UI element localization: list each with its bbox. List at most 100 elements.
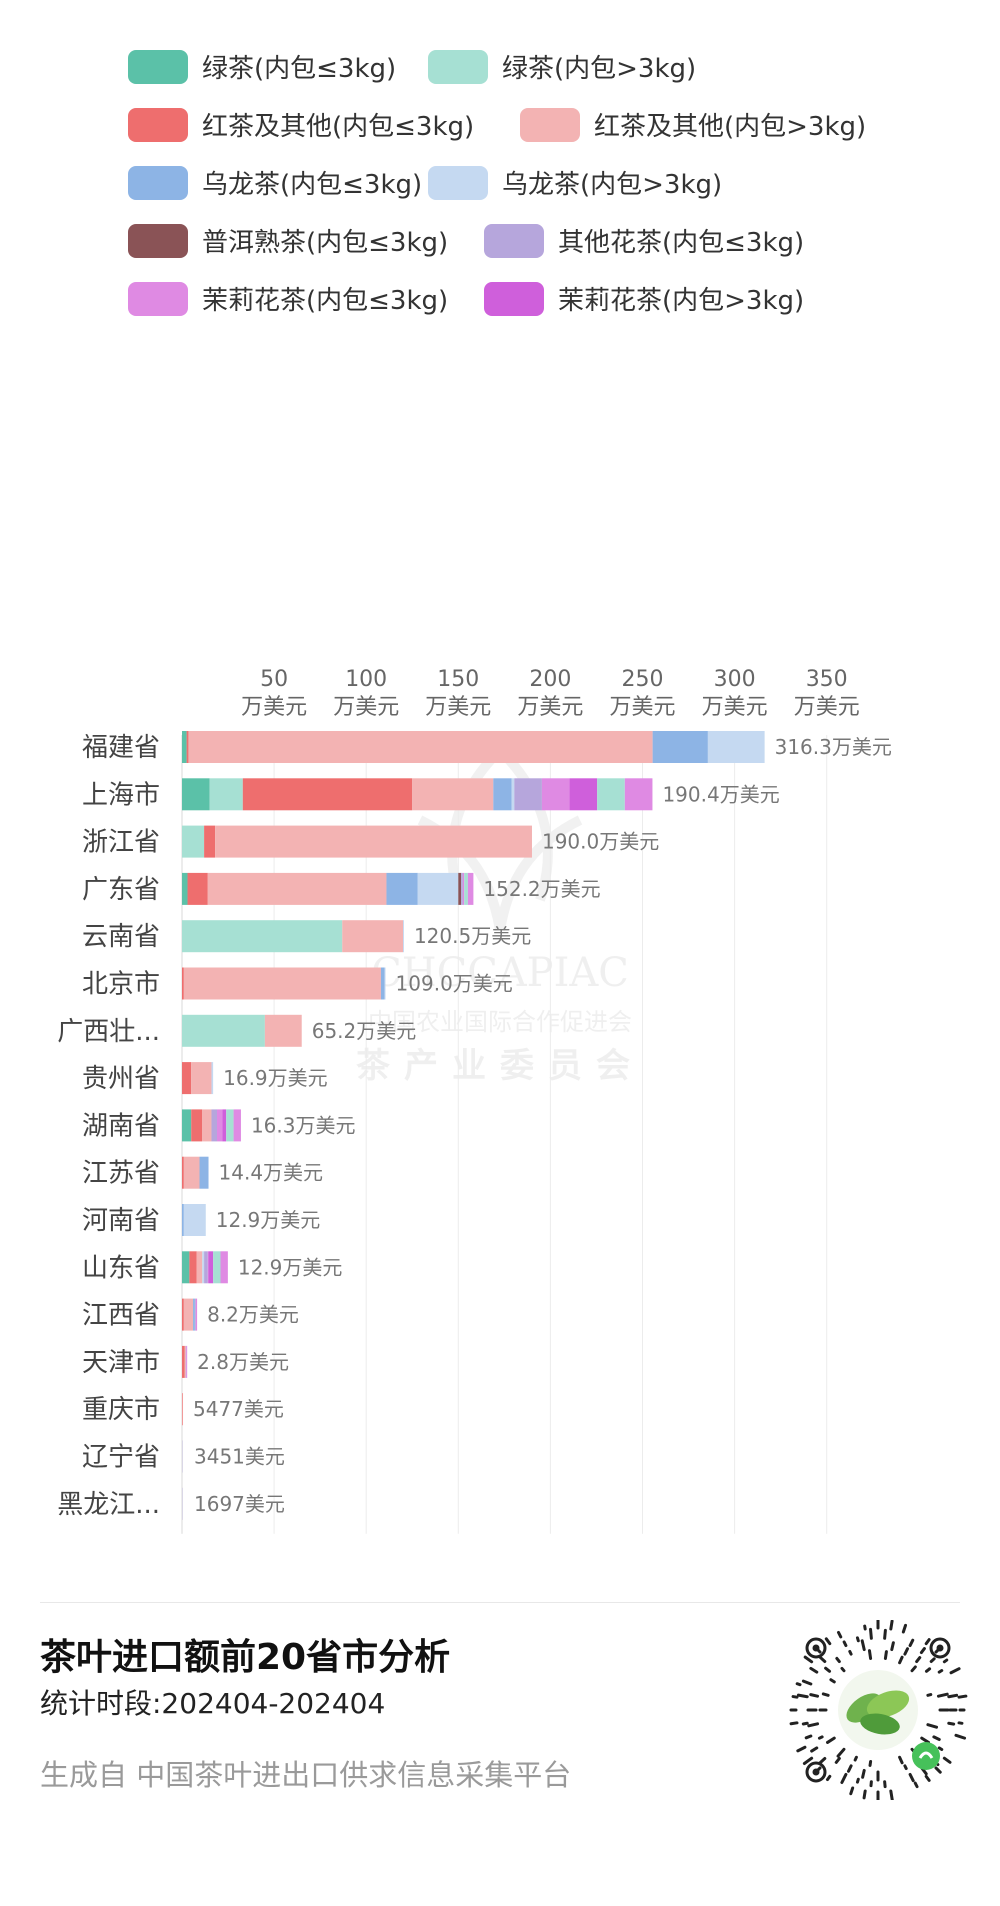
bar-segment bbox=[182, 920, 343, 953]
legend-label: 茉莉花茶(内包≤3kg) bbox=[202, 286, 449, 316]
bar-segment bbox=[417, 872, 459, 905]
bar-segment bbox=[196, 1251, 203, 1284]
bar-segment bbox=[412, 778, 494, 811]
bar-total-label: 1697美元 bbox=[194, 1492, 285, 1516]
category-label: 辽宁省 bbox=[82, 1443, 160, 1473]
bar-segment bbox=[403, 920, 404, 953]
legend-swatch bbox=[128, 165, 188, 200]
bar-segment bbox=[187, 872, 208, 905]
legend-item[interactable]: 普洱熟茶(内包≤3kg) bbox=[128, 222, 448, 259]
bar-segment bbox=[208, 1251, 214, 1284]
bar-segment bbox=[233, 1109, 241, 1142]
bar-total-label: 5477美元 bbox=[193, 1397, 284, 1421]
leaf-logo-icon bbox=[846, 1690, 910, 1735]
bar-segment bbox=[183, 1204, 206, 1236]
watermark-brand: CHCCAPIAC bbox=[371, 950, 629, 996]
legend-swatch bbox=[428, 165, 488, 200]
bar-segment bbox=[182, 1204, 184, 1236]
category-label: 天津市 bbox=[82, 1348, 160, 1378]
bar-segment bbox=[202, 1109, 212, 1142]
legend-swatch bbox=[484, 223, 544, 258]
bar-segment bbox=[182, 1393, 184, 1426]
x-tick-label: 100 bbox=[345, 667, 387, 692]
legend-swatch bbox=[520, 107, 580, 142]
legend-item[interactable]: 乌龙茶(内包≤3kg) bbox=[128, 164, 422, 201]
legend-item[interactable]: 茉莉花茶(内包≤3kg) bbox=[128, 280, 448, 317]
legend-swatch bbox=[484, 281, 544, 316]
bar-segment bbox=[186, 1345, 188, 1378]
watermark-line1: 中国农业国际合作促进会 bbox=[368, 1008, 632, 1036]
bar-total-label: 3451美元 bbox=[194, 1445, 285, 1469]
category-label: 湖南省 bbox=[82, 1111, 160, 1141]
mini-program-qr-code[interactable] bbox=[788, 1620, 968, 1800]
bar-segment bbox=[199, 1156, 209, 1189]
bar-segment bbox=[182, 872, 188, 905]
bar-total-label: 2.8万美元 bbox=[197, 1350, 289, 1374]
qr-dash-ring bbox=[789, 1620, 968, 1800]
legend-item[interactable]: 红茶及其他(内包≤3kg) bbox=[128, 106, 474, 143]
bar-segment bbox=[186, 731, 189, 763]
bar-total-label: 65.2万美元 bbox=[312, 1019, 417, 1043]
bar-segment bbox=[462, 872, 465, 905]
x-tick-unit: 万美元 bbox=[702, 695, 768, 720]
footer-title: 茶叶进口额前20省市分析 bbox=[40, 1637, 451, 1678]
x-tick-unit: 万美元 bbox=[609, 695, 675, 720]
watermark-logo: CHCCAPIAC 中国农业国际合作促进会 茶产业委员会 bbox=[330, 730, 670, 1090]
x-tick-label: 150 bbox=[437, 667, 479, 692]
category-label: 重庆市 bbox=[82, 1395, 160, 1425]
bar-segment bbox=[541, 778, 570, 811]
legend-swatch bbox=[428, 49, 488, 84]
stacked-bar-chart: 50 万美元 100 万美元 150 万美元 200 万美元 250 万美元 300 万美元 350 万美… bbox=[57, 667, 892, 1534]
bar-segment bbox=[183, 1156, 200, 1189]
bar-total-label: 190.4万美元 bbox=[662, 782, 779, 806]
bar-total-label: 316.3万美元 bbox=[775, 735, 892, 759]
legend-label: 乌龙茶(内包>3kg) bbox=[502, 170, 723, 200]
category-label: 广东省 bbox=[82, 875, 160, 905]
x-tick-unit: 万美元 bbox=[517, 695, 583, 720]
x-tick-label: 50 bbox=[260, 667, 288, 692]
bar-segment bbox=[182, 778, 210, 811]
bar-segment bbox=[211, 1062, 214, 1095]
legend-label: 普洱熟茶(内包≤3kg) bbox=[202, 228, 449, 258]
bar-segment bbox=[467, 872, 474, 905]
category-label: 云南省 bbox=[82, 922, 160, 952]
bar-segment bbox=[182, 1109, 192, 1142]
bar-total-label: 152.2万美元 bbox=[483, 877, 600, 901]
footer-divider bbox=[40, 1602, 960, 1603]
bar-total-label: 16.3万美元 bbox=[251, 1113, 356, 1137]
bar-total-label: 16.9万美元 bbox=[223, 1066, 328, 1090]
x-tick-label: 200 bbox=[529, 667, 571, 692]
bar-segment bbox=[226, 1109, 234, 1142]
x-tick-unit: 万美元 bbox=[241, 695, 307, 720]
legend-item[interactable]: 绿茶(内包≤3kg) bbox=[128, 48, 396, 85]
legend-item[interactable]: 茉莉花茶(内包>3kg) bbox=[484, 280, 804, 317]
legend-label: 绿茶(内包≤3kg) bbox=[202, 54, 397, 84]
footer-source: 生成自 中国茶叶进出口供求信息采集平台 bbox=[40, 1758, 572, 1792]
bar-segment bbox=[213, 1251, 221, 1284]
bar-segment bbox=[185, 1345, 187, 1378]
bar-segment bbox=[461, 872, 463, 905]
bar-segment bbox=[216, 1109, 223, 1142]
bar-segment bbox=[386, 872, 418, 905]
x-tick-unit: 万美元 bbox=[794, 695, 860, 720]
bar-segment bbox=[204, 825, 216, 858]
legend-item[interactable]: 乌龙茶(内包>3kg) bbox=[428, 164, 722, 201]
legend-item[interactable]: 其他花茶(内包≤3kg) bbox=[484, 222, 804, 259]
bar-segment bbox=[183, 1298, 194, 1331]
bar-segment bbox=[207, 1251, 209, 1284]
bar-segment bbox=[193, 1298, 195, 1331]
bar-segment bbox=[342, 920, 404, 953]
legend-item[interactable]: 绿茶(内包>3kg) bbox=[428, 48, 696, 85]
bar-segment bbox=[624, 778, 653, 811]
bar-segment bbox=[182, 1298, 184, 1331]
bar-segment bbox=[493, 778, 512, 811]
bar-segment bbox=[191, 1109, 203, 1142]
bar-segment bbox=[191, 1062, 212, 1095]
bar-segment bbox=[182, 731, 187, 763]
bar-segment bbox=[184, 1345, 186, 1378]
legend-item[interactable]: 红茶及其他(内包>3kg) bbox=[520, 106, 866, 143]
bar-segment bbox=[189, 1251, 197, 1284]
category-label: 浙江省 bbox=[82, 828, 160, 858]
bar-segment bbox=[222, 1109, 227, 1142]
bar-segment bbox=[202, 1251, 205, 1284]
